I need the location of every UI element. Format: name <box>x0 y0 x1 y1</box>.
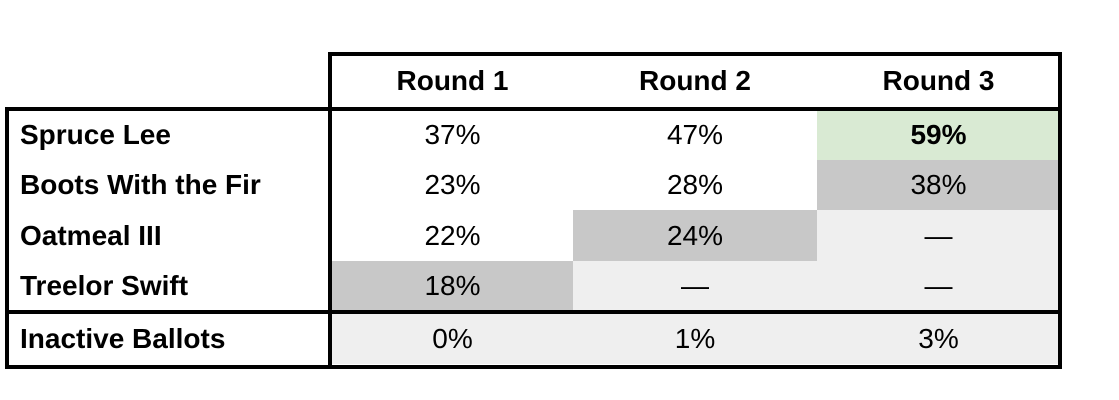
column-header: Round 1 <box>396 65 509 96</box>
body-border <box>5 107 1062 369</box>
cell: — <box>817 261 1060 310</box>
row-label: Boots With the Fir <box>20 169 261 200</box>
cell: 23% <box>424 169 481 200</box>
divider <box>5 310 1062 314</box>
cell: 1% <box>573 314 817 364</box>
divider <box>328 107 332 369</box>
cell: — <box>817 210 1060 261</box>
cell: 0% <box>332 314 573 364</box>
column-header: Round 3 <box>882 65 995 96</box>
cell: 59% <box>817 109 1060 160</box>
column-header: Round 2 <box>639 65 751 96</box>
cell: — <box>573 261 817 310</box>
cell: 22% <box>424 219 481 251</box>
cell: 24% <box>573 210 817 261</box>
cell: 18% <box>332 261 573 310</box>
row-label: Spruce Lee <box>20 118 171 150</box>
cell: 3% <box>817 314 1060 364</box>
cell: 47% <box>666 118 724 150</box>
row-label: Treelor Swift <box>20 269 189 301</box>
cell: 28% <box>666 169 724 200</box>
cell: 38% <box>817 160 1060 210</box>
header-border <box>328 52 1062 111</box>
row-label: Inactive Ballots <box>20 323 226 354</box>
cell: 37% <box>424 118 481 150</box>
row-label: Oatmeal III <box>20 219 162 251</box>
